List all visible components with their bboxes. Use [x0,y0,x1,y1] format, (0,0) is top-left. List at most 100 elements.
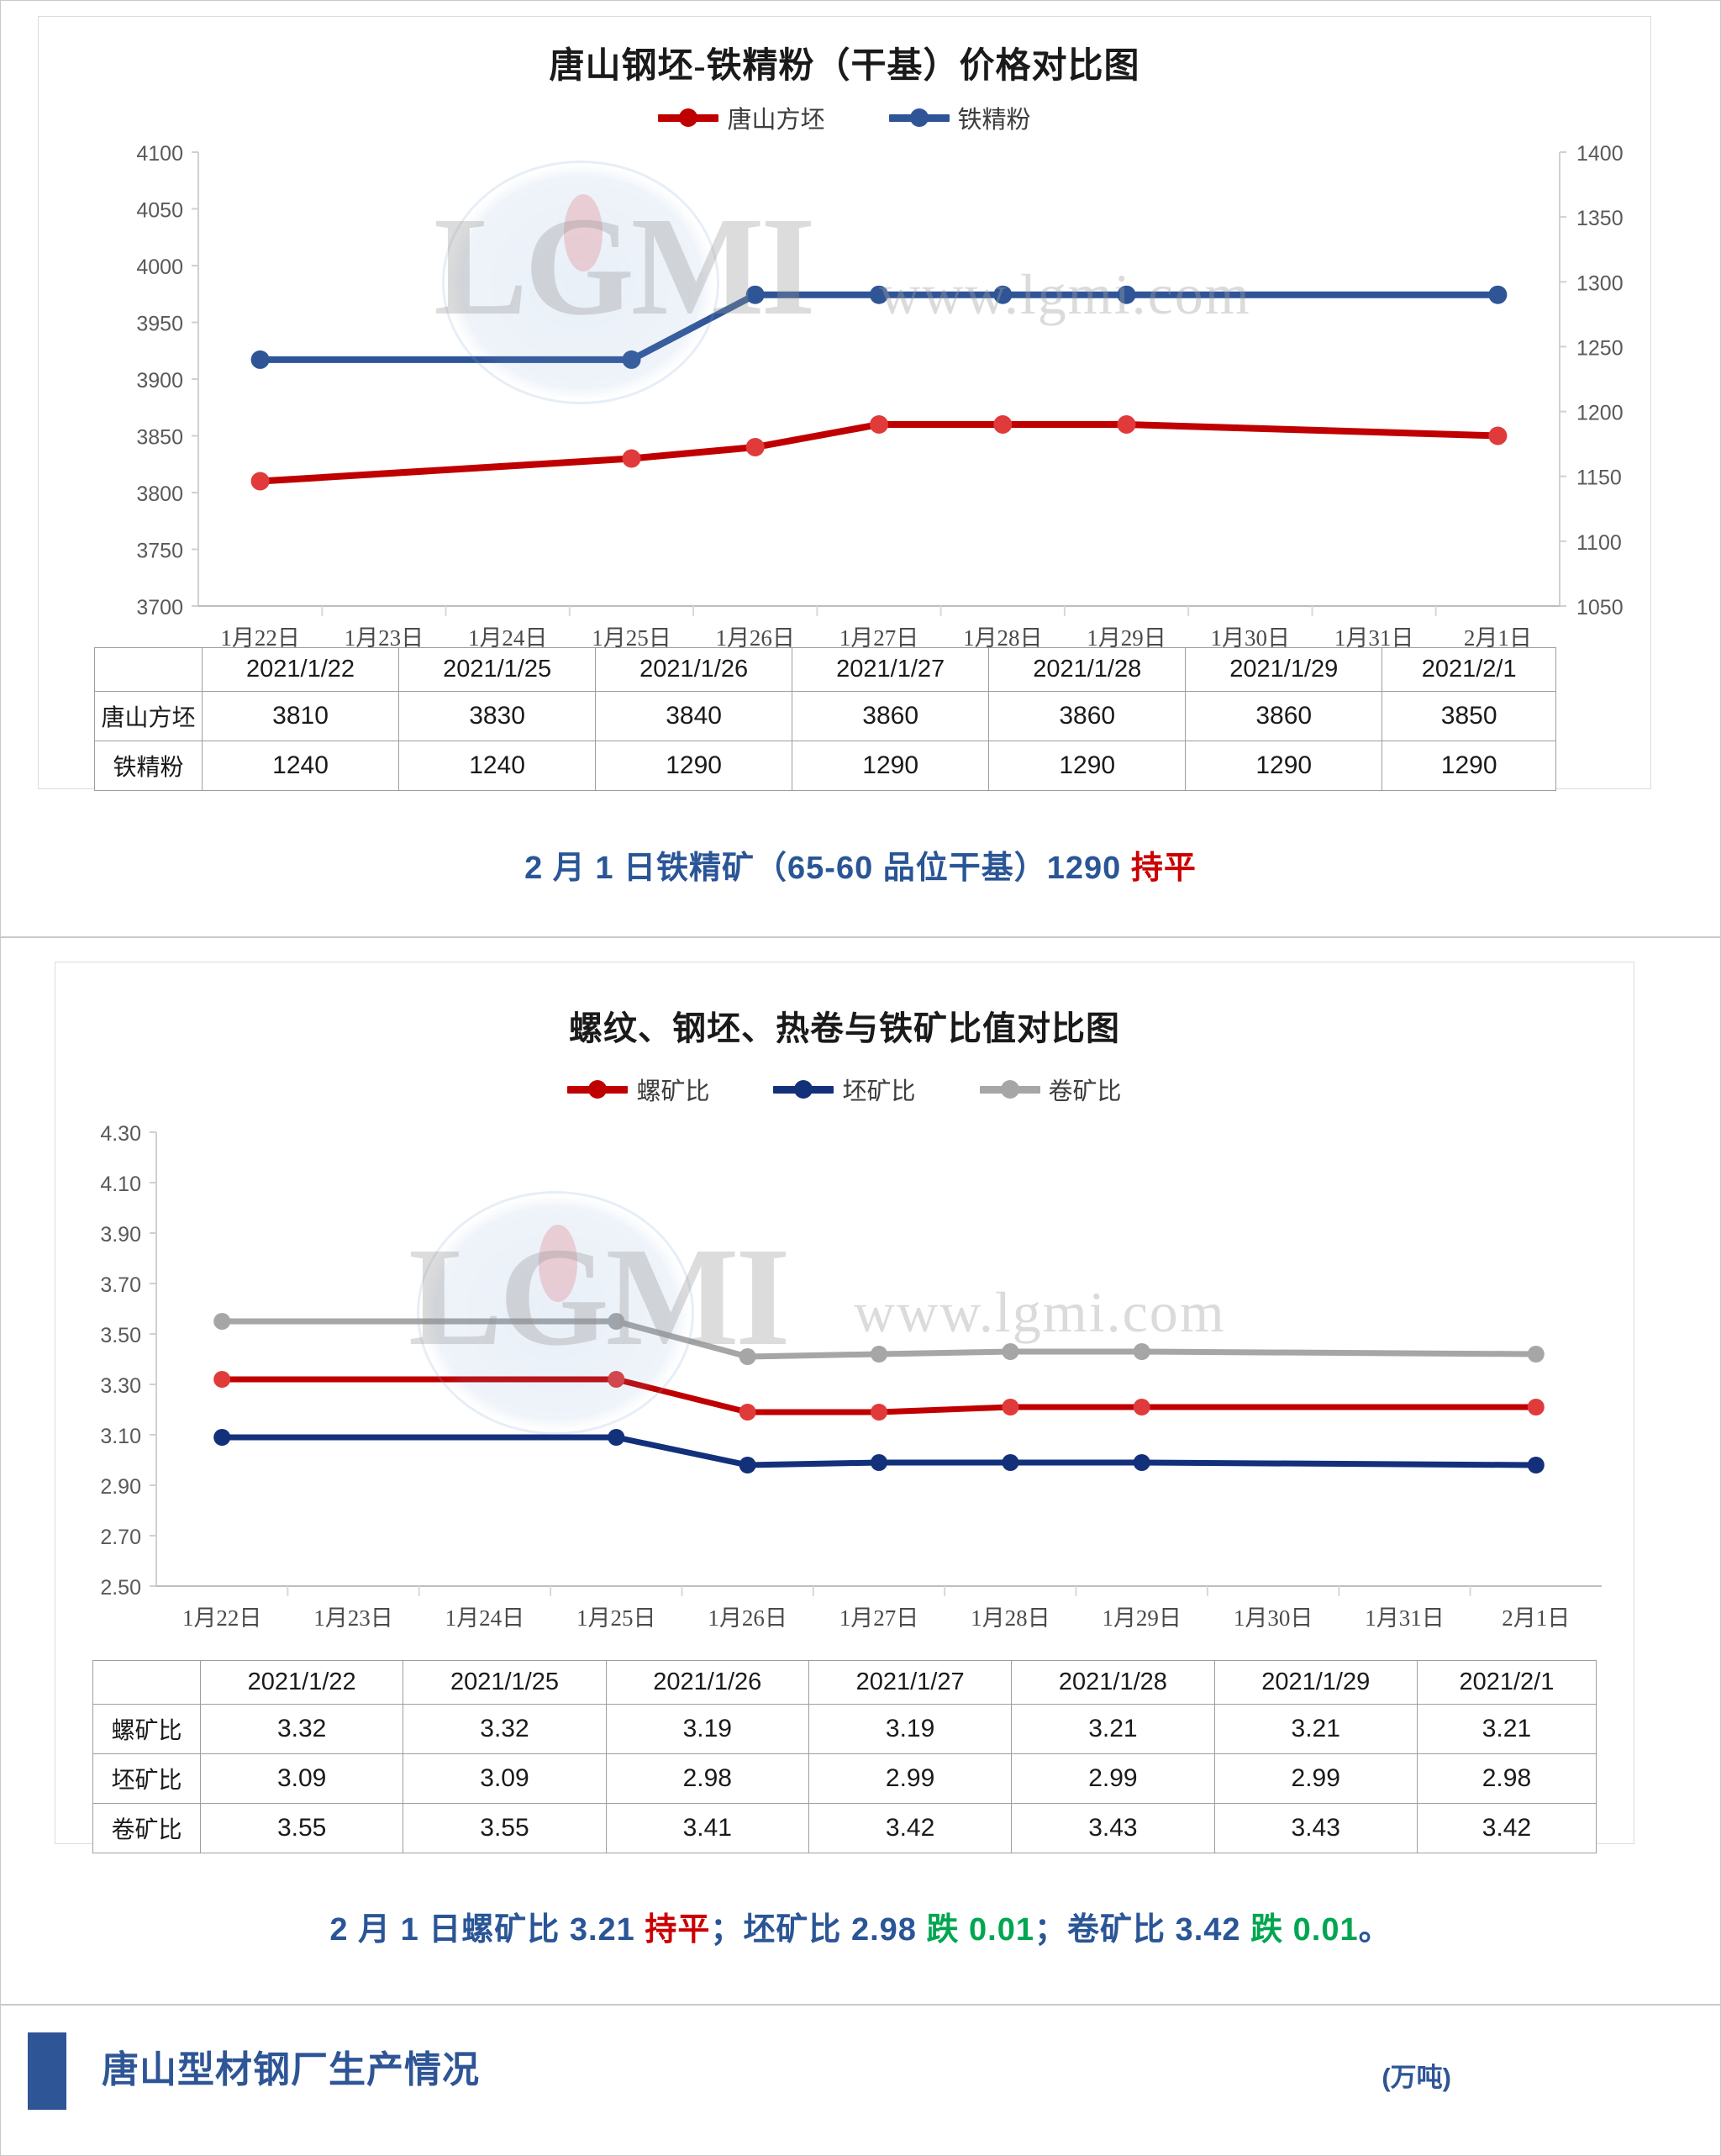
legend-swatch-red [658,113,719,122]
svg-text:1月27日: 1月27日 [839,625,919,651]
chart2-data-table: 2021/1/22 2021/1/25 2021/1/26 2021/1/27 … [92,1660,1597,1853]
panel2-caption-down-badge-2: 跌 0.01 [1250,1912,1359,1948]
table-row: 2021/1/22 2021/1/25 2021/1/26 2021/1/27 … [94,647,1556,692]
svg-text:1050: 1050 [1576,596,1624,619]
svg-text:3.50: 3.50 [100,1324,141,1347]
table-col-header: 2021/2/1 [1382,647,1556,692]
panel2-caption-part1: 2 月 1 日螺矿比 3.21 [329,1912,645,1948]
legend-swatch-gray [979,1085,1040,1094]
table-cell: 1290 [1185,741,1383,791]
table-cell: 2.98 [605,1753,809,1804]
table-cell: 2.99 [1011,1753,1215,1804]
svg-text:3850: 3850 [136,426,183,450]
legend-item-billet-ore-ratio[interactable]: 坯矿比 [773,1072,916,1107]
svg-text:2.50: 2.50 [100,1576,141,1600]
svg-text:4050: 4050 [136,199,183,223]
legend-label-iron-concentrate: 铁精粉 [957,107,1031,134]
table-col-header: 2021/2/1 [1416,1660,1597,1705]
svg-text:1月23日: 1月23日 [345,625,424,651]
table-cell: 3840 [595,691,793,741]
svg-text:1月28日: 1月28日 [971,1605,1050,1631]
svg-text:3700: 3700 [136,596,183,619]
table-cell: 2.98 [1416,1753,1597,1804]
svg-text:1月29日: 1月29日 [1102,1605,1182,1631]
panel-steel-billet-iron-ore-price: 唐山钢坯-铁精粉（干基）价格对比图 唐山方坯 铁精粉 LGMI www.lgmi… [0,0,1721,937]
chart2-x-separators [287,1586,1471,1596]
table-row: 铁精粉 1240 1240 1290 1290 1290 1290 1290 [94,741,1556,791]
legend-item-hrc-ore-ratio[interactable]: 卷矿比 [979,1072,1122,1107]
chart-card-price-comparison: 唐山钢坯-铁精粉（干基）价格对比图 唐山方坯 铁精粉 LGMI www.lgmi… [38,16,1651,791]
chart2-x-labels: 1月22日 1月23日 1月24日 1月25日 1月26日 1月27日 1月28… [182,1605,1570,1631]
table-corner-cell [94,647,203,692]
table-row: 2021/1/22 2021/1/25 2021/1/26 2021/1/27 … [92,1660,1597,1705]
table-row-header: 螺矿比 [92,1704,201,1754]
svg-text:1月31日: 1月31日 [1334,625,1414,651]
chart2-title: 螺纹、钢坯、热卷与铁矿比值对比图 [569,1009,1120,1047]
panel2-caption-part2: ；坯矿比 2.98 [710,1912,927,1948]
svg-text:3900: 3900 [136,369,183,393]
panel2-caption-down-badge-1: 跌 0.01 [926,1912,1034,1948]
svg-text:3.10: 3.10 [100,1425,141,1448]
table-cell: 3.19 [808,1704,1013,1754]
svg-text:2.90: 2.90 [100,1475,141,1499]
table-cell: 3.19 [605,1704,809,1754]
svg-text:1150: 1150 [1576,467,1622,490]
table-row: 卷矿比 3.55 3.55 3.41 3.42 3.43 3.43 3.42 [92,1803,1597,1853]
table-cell: 3860 [1185,691,1383,741]
section-accent-bar [28,2032,66,2110]
table-cell: 1240 [398,741,597,791]
table-cell: 2.99 [1213,1753,1418,1804]
chart1-plot: LGMI www.lgmi.com 4100 4050 [39,135,1650,673]
svg-text:4.10: 4.10 [100,1173,141,1196]
svg-text:1月28日: 1月28日 [963,625,1043,651]
chart1-table-head: 2021/1/22 2021/1/25 2021/1/26 2021/1/27 … [94,647,1556,692]
svg-text:1月26日: 1月26日 [715,625,795,651]
table-row: 坯矿比 3.09 3.09 2.98 2.99 2.99 2.99 2.98 [92,1753,1597,1804]
table-col-header: 2021/1/22 [201,647,400,692]
svg-text:3800: 3800 [136,482,183,506]
table-cell: 3.42 [1416,1803,1597,1853]
svg-text:1月30日: 1月30日 [1234,1605,1313,1631]
table-col-header: 2021/1/25 [403,1660,607,1705]
chart2-series-hrc-ore-ratio-points [213,1313,1545,1365]
table-row-header: 唐山方坯 [94,691,203,741]
legend-item-tangshan-billet[interactable]: 唐山方坯 [658,100,825,135]
table-cell: 3.21 [1416,1704,1597,1754]
table-cell: 1290 [792,741,990,791]
table-row-header: 卷矿比 [92,1803,201,1853]
svg-text:1月24日: 1月24日 [468,625,548,651]
table-col-header: 2021/1/26 [605,1660,809,1705]
chart1-left-axis: 4100 4050 4000 3950 3900 3850 3800 [136,142,198,619]
section-unit-label: (万吨) [1382,2063,1451,2092]
chart1-series-tangshan-billet-points [250,415,1508,491]
svg-text:3950: 3950 [136,313,183,336]
chart1-series-iron-concentrate-points [250,285,1508,369]
table-cell: 3.41 [605,1803,809,1853]
legend-swatch-red [567,1085,629,1094]
svg-text:1200: 1200 [1576,402,1624,425]
svg-text:3.30: 3.30 [100,1374,141,1398]
table-cell: 3.09 [403,1753,607,1804]
panel1-caption-flat-badge: 持平 [1130,851,1197,886]
table-col-header: 2021/1/28 [988,647,1187,692]
svg-text:1月22日: 1月22日 [182,1605,262,1631]
table-row: 唐山方坯 3810 3830 3840 3860 3860 3860 3850 [94,691,1556,741]
svg-text:1月26日: 1月26日 [708,1605,787,1631]
svg-text:1月30日: 1月30日 [1211,625,1291,651]
svg-text:1350: 1350 [1576,207,1624,230]
table-col-header: 2021/1/28 [1011,1660,1215,1705]
legend-swatch-navy [773,1085,834,1094]
svg-text:1月25日: 1月25日 [592,625,671,651]
legend-item-iron-concentrate[interactable]: 铁精粉 [888,100,1031,135]
chart1-data-table: 2021/1/22 2021/1/25 2021/1/26 2021/1/27 … [94,647,1556,791]
table-cell: 3850 [1382,691,1556,741]
legend-item-rebar-ore-ratio[interactable]: 螺矿比 [567,1072,709,1107]
table-row: 螺矿比 3.32 3.32 3.19 3.19 3.21 3.21 3.21 [92,1704,1597,1754]
table-cell: 3.21 [1213,1704,1418,1754]
table-cell: 3.43 [1011,1803,1215,1853]
table-cell: 3.09 [199,1753,404,1804]
svg-text:3.90: 3.90 [100,1223,141,1247]
panel2-caption-part4: 。 [1358,1912,1392,1948]
table-col-header: 2021/1/22 [199,1660,404,1705]
panel2-caption-flat-badge: 持平 [645,1912,711,1948]
